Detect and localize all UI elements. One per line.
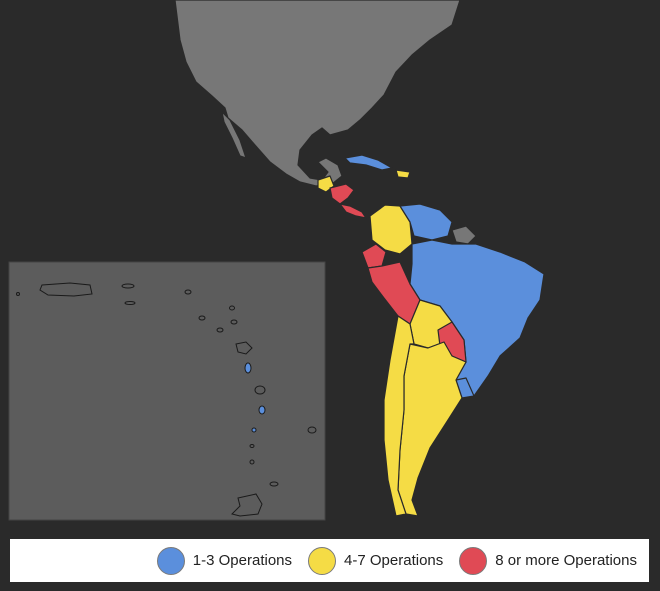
country-cuba <box>344 154 393 171</box>
legend-label-1-3: 1-3 Operations <box>192 552 293 569</box>
country-hispaniola <box>395 169 411 179</box>
inset-island-blue-3 <box>251 427 257 433</box>
inset-island-blue-1 <box>244 362 252 374</box>
inset-puerto-rico <box>39 282 93 297</box>
inset-island-3 <box>184 289 192 295</box>
baja-california <box>221 111 247 159</box>
legend-swatch-blue <box>156 546 185 575</box>
inset-island-4 <box>198 315 206 321</box>
legend-label-4-7: 4-7 Operations <box>344 552 444 569</box>
inset-island-5 <box>229 305 235 311</box>
inset-panel <box>8 261 326 521</box>
legend: 1-3 Operations 4-7 Operations 8 or more … <box>10 539 649 582</box>
inset-island-12 <box>16 292 20 296</box>
inset-island-10 <box>307 426 317 434</box>
country-venezuela <box>399 203 453 241</box>
north-america-landmass <box>174 0 461 187</box>
inset-island-2 <box>124 301 136 305</box>
inset-tobago <box>269 481 279 487</box>
inset-island-blue-2 <box>258 405 266 415</box>
country-argentina <box>397 341 467 517</box>
country-suriname <box>451 225 477 245</box>
legend-item-1-3: 1-3 Operations <box>156 546 293 575</box>
legend-swatch-yellow <box>308 546 337 575</box>
legend-item-4-7: 4-7 Operations <box>308 546 444 575</box>
inset-island-11 <box>249 459 255 465</box>
legend-item-8-plus: 8 or more Operations <box>459 546 637 575</box>
inset-island-9 <box>249 444 255 448</box>
legend-label-8-plus: 8 or more Operations <box>495 552 637 569</box>
inset-island-1 <box>121 283 135 289</box>
inset-island-8 <box>254 385 266 395</box>
country-ecuador <box>361 243 387 269</box>
country-honduras-nicaragua <box>329 183 355 205</box>
inset-trinidad <box>231 493 263 517</box>
country-chile <box>383 315 415 517</box>
country-panama <box>339 203 367 219</box>
inset-guadeloupe <box>235 341 253 355</box>
inset-island-6 <box>230 319 238 325</box>
legend-swatch-red <box>459 546 488 575</box>
inset-island-7 <box>216 327 224 333</box>
